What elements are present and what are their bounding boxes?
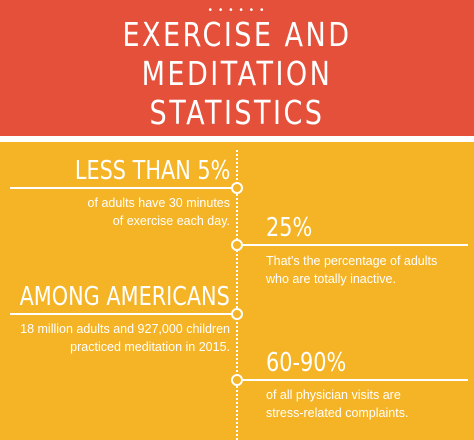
stat-description-line: That's the percentage of adults [266, 254, 438, 268]
stat-description-4: of all physician visits are stress-relat… [266, 386, 408, 422]
timeline-line [236, 150, 238, 440]
stat-description-3: 18 million adults and 927,000 children p… [20, 320, 230, 356]
timeline-dot [231, 239, 243, 251]
title-line-3: STATISTICS [149, 93, 325, 132]
decorative-dots: • • • • • • [208, 5, 266, 16]
stat-description-line: 18 million adults and 927,000 children [20, 322, 230, 336]
stat-underline [243, 244, 468, 246]
banner-divider [0, 136, 474, 142]
title-banner: • • • • • • EXERCISE AND MEDITATION STAT… [0, 0, 474, 136]
stat-description-line: who are totally inactive. [266, 272, 396, 286]
stat-description-line: practiced meditation in 2015. [70, 340, 230, 354]
stat-heading-25: 25% [266, 213, 313, 243]
timeline-dot [231, 308, 243, 320]
stat-underline [10, 187, 231, 189]
stat-description-line: of all physician visits are [266, 388, 401, 402]
stat-description-1: of adults have 30 minutes of exercise ea… [88, 194, 230, 230]
stat-underline [10, 313, 231, 315]
stat-description-line: stress-related complaints. [266, 406, 409, 420]
timeline-dot [231, 374, 243, 386]
stat-heading-among-americans: AMONG AMERICANS [19, 282, 230, 312]
stat-description-line: of adults have 30 minutes [87, 196, 230, 210]
stat-heading-60-90: 60-90% [266, 348, 347, 378]
stat-underline [243, 379, 468, 381]
stat-heading-less-than-5: LESS THAN 5% [74, 156, 231, 186]
stat-description-line: of exercise each day. [112, 214, 230, 228]
title-line-1: EXERCISE AND [122, 15, 352, 54]
timeline-dot [231, 182, 243, 194]
stat-description-2: That's the percentage of adults who are … [266, 252, 437, 288]
title-line-2: MEDITATION [141, 54, 333, 93]
